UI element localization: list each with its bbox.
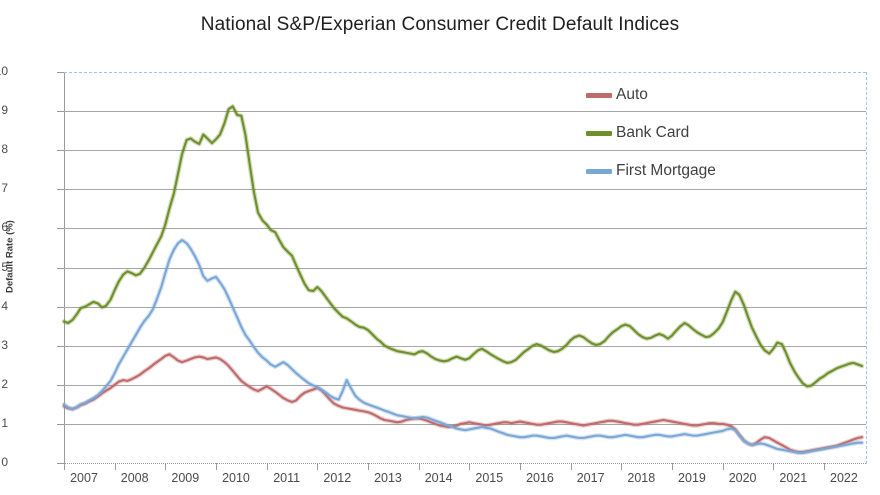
x-tick-label-2011: 2011 bbox=[273, 471, 301, 485]
legend-label: Bank Card bbox=[616, 124, 690, 141]
y-tick-mark-7 bbox=[57, 189, 64, 191]
x-tick-mark-2018 bbox=[621, 463, 623, 470]
gridline-1 bbox=[64, 423, 866, 425]
plot-right-edge-dashed bbox=[866, 72, 867, 464]
y-tick-label-9: 9 bbox=[1, 103, 8, 118]
y-tick-label-8: 8 bbox=[1, 142, 8, 157]
x-tick-mark-2019 bbox=[671, 463, 673, 470]
x-tick-mark-2014 bbox=[418, 463, 420, 470]
legend-item-first-mortgage[interactable]: First Mortgage bbox=[586, 162, 716, 180]
legend-item-bank-card[interactable]: Bank Card bbox=[586, 124, 716, 142]
series-line-first-mortgage bbox=[62, 239, 863, 454]
gridline-9 bbox=[64, 111, 866, 113]
legend-item-auto[interactable]: Auto bbox=[586, 86, 716, 104]
x-tick-mark-2009 bbox=[165, 463, 167, 470]
series-halo-first-mortgage bbox=[61, 237, 865, 456]
y-tick-label-3: 3 bbox=[1, 337, 8, 352]
y-tick-label-5: 5 bbox=[1, 259, 8, 274]
x-tick-mark-2012 bbox=[317, 463, 319, 470]
gridline-5 bbox=[64, 267, 866, 269]
x-tick-mark-2022 bbox=[823, 463, 825, 470]
y-tick-label-7: 7 bbox=[1, 181, 8, 196]
gridline-0 bbox=[64, 463, 866, 464]
series-layer bbox=[61, 104, 865, 456]
gridline-7 bbox=[64, 189, 866, 191]
x-tick-mark-2008 bbox=[114, 463, 116, 470]
x-tick-label-2008: 2008 bbox=[120, 471, 149, 485]
gridline-10 bbox=[64, 72, 866, 73]
legend-swatch-icon bbox=[586, 130, 612, 136]
y-tick-mark-0 bbox=[57, 463, 64, 464]
y-tick-mark-3 bbox=[57, 345, 64, 347]
x-tick-mark-2016 bbox=[519, 463, 521, 470]
gridline-4 bbox=[64, 306, 866, 308]
x-tick-mark-2015 bbox=[469, 463, 471, 470]
plot-area bbox=[61, 72, 867, 464]
y-tick-mark-2 bbox=[57, 384, 64, 386]
y-tick-mark-5 bbox=[57, 267, 64, 269]
legend-label: Auto bbox=[616, 86, 648, 103]
x-tick-label-2007: 2007 bbox=[70, 471, 98, 485]
y-tick-mark-8 bbox=[57, 150, 64, 152]
y-tick-mark-4 bbox=[57, 306, 64, 308]
x-tick-mark-2011 bbox=[266, 463, 268, 470]
x-tick-mark-2007 bbox=[64, 463, 65, 470]
x-tick-mark-2020 bbox=[722, 463, 724, 470]
series-line-bank-card bbox=[62, 105, 863, 388]
y-tick-label-0: 0 bbox=[1, 455, 8, 469]
x-tick-mark-2021 bbox=[773, 463, 775, 470]
x-tick-label-2018: 2018 bbox=[627, 471, 656, 485]
x-tick-label-2021: 2021 bbox=[779, 471, 808, 485]
gridline-6 bbox=[64, 228, 866, 230]
y-tick-label-4: 4 bbox=[1, 298, 8, 313]
gridline-2 bbox=[64, 384, 866, 386]
x-tick-label-2014: 2014 bbox=[424, 471, 453, 485]
gridline-3 bbox=[64, 345, 866, 347]
chart-legend: Auto Bank Card First Mortgage bbox=[586, 86, 716, 180]
x-tick-mark-2017 bbox=[570, 463, 572, 470]
x-tick-label-2019: 2019 bbox=[678, 471, 706, 485]
x-tick-label-2016: 2016 bbox=[526, 471, 554, 485]
x-tick-label-2017: 2017 bbox=[576, 471, 605, 485]
legend-swatch-icon bbox=[586, 92, 612, 98]
x-tick-label-2022: 2022 bbox=[830, 471, 858, 485]
y-tick-label-2: 2 bbox=[1, 376, 8, 391]
gridline-8 bbox=[64, 150, 866, 152]
x-tick-label-2010: 2010 bbox=[222, 471, 250, 485]
x-tick-label-2015: 2015 bbox=[475, 471, 504, 485]
y-tick-mark-9 bbox=[57, 111, 64, 113]
legend-label: First Mortgage bbox=[616, 162, 716, 179]
y-tick-mark-6 bbox=[57, 228, 64, 230]
x-tick-label-2012: 2012 bbox=[323, 471, 352, 485]
chart-title: National S&P/Experian Consumer Credit De… bbox=[200, 14, 680, 35]
x-tick-mark-2013 bbox=[367, 463, 369, 470]
y-tick-mark-1 bbox=[57, 423, 64, 425]
x-tick-mark-2010 bbox=[215, 463, 217, 470]
y-tick-label-1: 1 bbox=[1, 415, 8, 430]
legend-swatch-icon bbox=[586, 168, 612, 174]
y-tick-label-6: 6 bbox=[1, 220, 8, 235]
series-line-auto bbox=[62, 353, 863, 454]
x-tick-label-2009: 2009 bbox=[171, 471, 200, 485]
x-tick-label-2013: 2013 bbox=[374, 471, 402, 485]
x-tick-label-2020: 2020 bbox=[728, 471, 757, 485]
y-tick-mark-10 bbox=[57, 72, 64, 73]
y-tick-label-10: 10 bbox=[0, 64, 8, 78]
